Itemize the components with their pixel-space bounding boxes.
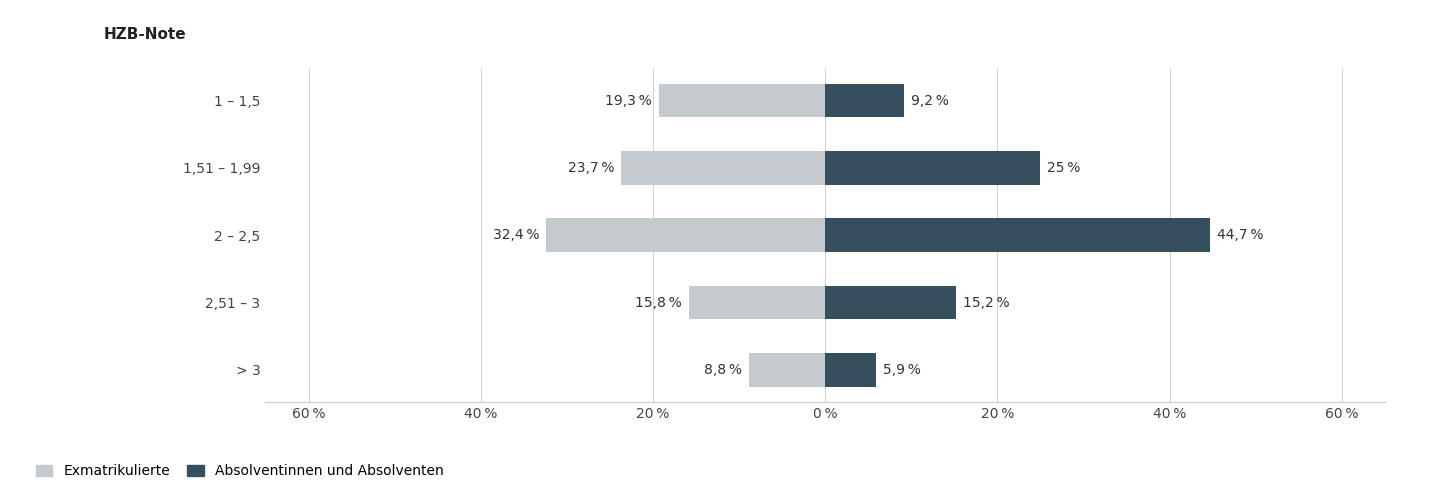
Bar [547, 219, 825, 252]
Bar [825, 219, 1210, 252]
Text: 9,2 %: 9,2 % [911, 94, 949, 108]
Text: 32,4 %: 32,4 % [492, 228, 540, 242]
Bar [689, 286, 825, 319]
Text: 23,7 %: 23,7 % [568, 161, 614, 175]
Text: 8,8 %: 8,8 % [705, 363, 742, 377]
Legend: Exmatrikulierte, Absolventinnen und Absolventen: Exmatrikulierte, Absolventinnen und Abso… [36, 464, 443, 478]
Text: 19,3 %: 19,3 % [606, 94, 651, 108]
Text: HZB-Note: HZB-Note [103, 27, 185, 42]
Bar [825, 286, 956, 319]
Text: 15,8 %: 15,8 % [636, 295, 682, 310]
Bar [825, 151, 1040, 185]
Text: 15,2 %: 15,2 % [963, 295, 1009, 310]
Bar [659, 84, 825, 118]
Bar [621, 151, 825, 185]
Text: 25 %: 25 % [1048, 161, 1081, 175]
Bar [749, 353, 825, 387]
Bar [825, 353, 875, 387]
Text: 5,9 %: 5,9 % [883, 363, 921, 377]
Text: 44,7 %: 44,7 % [1217, 228, 1263, 242]
Bar [825, 84, 904, 118]
